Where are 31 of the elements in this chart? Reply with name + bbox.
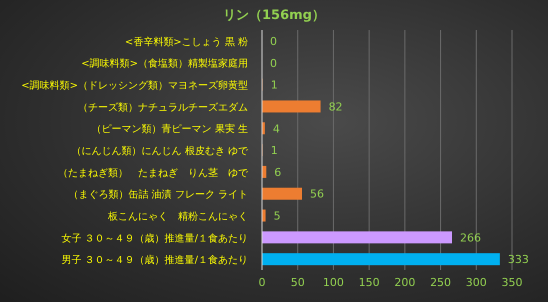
y-tick-label: <香辛料類>こしょう 黒 粉 [124, 36, 248, 48]
x-tick-label: 50 [290, 276, 305, 289]
y-tick-label: （にんじん類）にんじん 根皮むき ゆで [72, 145, 249, 157]
data-label: 4 [272, 122, 280, 136]
data-label: 5 [274, 210, 281, 223]
x-tick-label: 250 [430, 276, 452, 289]
y-tick-label: 男子 ３０～４９（歳）推進量/１食あたり [61, 254, 248, 266]
y-tick-label: <調味料類>（ドレッシング類）マヨネーズ卵黄型 [21, 80, 248, 92]
y-tick-label: 女子 ３０～４９（歳）推進量/１食あたり [61, 232, 248, 244]
data-label: 82 [328, 100, 343, 114]
y-tick-label: <調味料類>（食塩類）精製塩家庭用 [81, 58, 248, 70]
x-tick-label: 100 [322, 276, 344, 289]
data-label: 6 [274, 166, 282, 179]
y-tick-label: （ピーマン類）青ピーマン 果実 生 [92, 123, 248, 136]
x-tick-label: 300 [466, 276, 487, 289]
y-tick-label: 板こんにゃく 精粉こんにゃく [107, 210, 248, 222]
chart-title: リン（156mg） [222, 7, 326, 24]
y-tick-label: （まぐろ類）缶詰 油漬 フレーク ライト [68, 188, 248, 201]
data-label: 1 [270, 78, 278, 92]
y-tick-label: （たまねぎ類） たまねぎ りん茎 ゆで [58, 166, 249, 179]
data-label: 266 [460, 231, 481, 244]
data-label: 333 [508, 253, 529, 266]
x-tick-label: 0 [258, 276, 266, 289]
x-tick-label: 150 [358, 276, 380, 289]
data-label: 0 [270, 35, 277, 48]
x-tick-label: 200 [394, 276, 416, 289]
data-label: 0 [270, 56, 277, 70]
x-tick-label: 350 [502, 276, 522, 289]
y-tick-label: （チーズ類）ナチュラルチーズエダム [78, 101, 248, 114]
data-label: 56 [310, 188, 324, 201]
data-label: 1 [270, 144, 278, 158]
